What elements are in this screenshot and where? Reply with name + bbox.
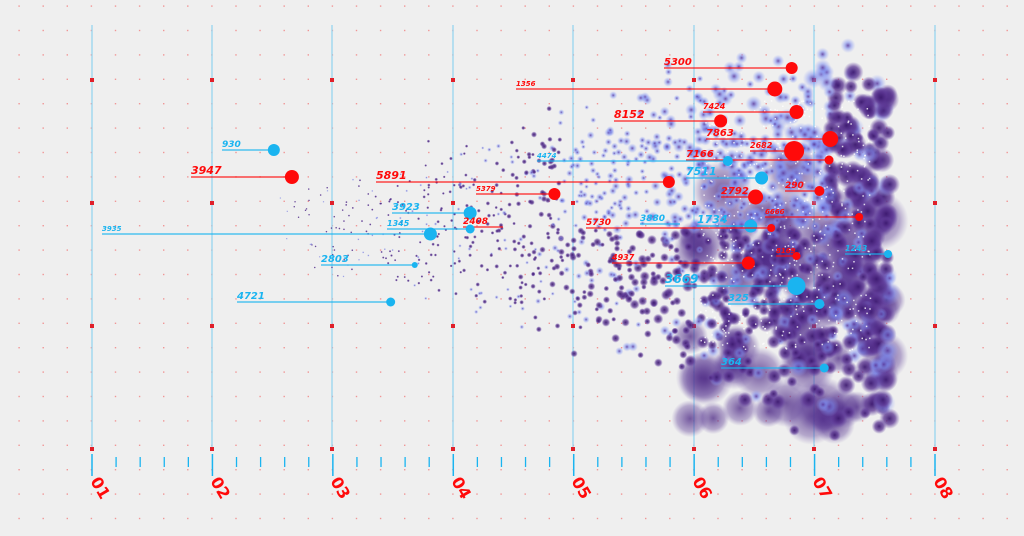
red-marker-8152: 8152 [614,108,728,128]
x-tick-label-03: 03 [327,474,355,503]
point-label: 4721 [236,291,265,302]
point-label: 8152 [614,108,645,121]
annotated-points: 5300 1356 7424 8152 7863 930 2682 7166 4474 3947 7… [102,57,893,373]
point-label: 7511 [686,165,717,178]
point-label: 3947 [191,164,222,177]
point-label: 2408 [463,217,488,227]
point-label: 3880 [640,214,665,224]
x-tick-label-02: 02 [207,474,235,503]
red-marker-7424: 7424 [703,102,804,119]
blue-marker-1243: 1243 [845,244,893,258]
red-marker-3947: 3947 [191,164,299,184]
point-label: 1243 [845,244,868,253]
point-label: 7424 [703,102,726,111]
blue-marker-930: 930 [222,140,280,156]
blue-marker-3880: 3880 [640,214,680,225]
blue-marker-1734: 1734 [697,213,758,233]
blue-marker-364: 364 [721,357,829,373]
red-marker-5730: 5730 [586,218,776,232]
point-label: 7863 [706,128,734,139]
point-label: 325 [728,293,749,304]
red-marker-8169: 8169 [776,247,801,260]
red-marker-5300: 5300 [664,57,798,74]
red-marker-5891: 5891 [376,169,675,188]
point-label: 1345 [387,219,410,228]
point-label: 4474 [537,152,557,160]
x-tick-label-07: 07 [809,474,837,503]
x-tick-label-04: 04 [448,474,476,503]
blue-marker-4721: 4721 [236,291,396,307]
x-axis: 01 02 03 04 05 06 07 08 [87,454,958,503]
red-marker-6666: 6666 [765,208,864,221]
red-marker-2792: 2792 [721,186,764,205]
point-label: 3923 [392,202,420,213]
point-label: 364 [721,357,742,368]
x-tick-label-08: 08 [930,474,958,503]
particle-cloud [279,38,909,445]
red-marker-2682: 2682 [750,141,805,161]
blue-marker-7511: 7511 [686,165,769,185]
blue-marker-3923: 3923 [392,202,477,220]
sparkle-dots [700,100,872,352]
blue-marker-2803: 2803 [321,254,418,268]
red-marker-7863: 7863 [706,128,839,147]
point-label: 1734 [697,213,728,226]
blue-marker-4474: 4474 [537,152,733,166]
point-label: 290 [785,181,804,191]
point-label: 930 [222,140,241,150]
blue-marker-3935: 3935 [102,225,437,241]
point-label: 5891 [376,169,407,182]
point-label: 5300 [664,57,692,68]
red-marker-4937: 4937 [611,253,755,270]
x-tick-label-01: 01 [87,474,115,503]
point-label: 7166 [686,149,714,160]
red-marker-1356: 1356 [516,80,783,97]
point-label: 2792 [721,186,749,197]
blue-marker-325: 325 [728,293,825,309]
point-label: 8169 [776,247,796,255]
point-label: 4937 [611,253,635,262]
point-label: 5730 [586,218,611,228]
point-label: 6666 [765,208,785,216]
point-label: 1356 [516,80,536,88]
point-label: 2682 [750,141,773,150]
blue-marker-3669: 3669 [665,272,806,295]
red-marker-290: 290 [785,181,825,196]
x-tick-label-05: 05 [568,474,596,503]
point-label: 3935 [102,225,122,233]
point-label: 2803 [321,254,349,265]
x-tick-label-06: 06 [689,474,717,503]
point-label: 5379 [476,185,496,193]
red-marker-5379: 5379 [476,185,561,200]
point-label: 3669 [665,272,698,286]
red-marker-7166: 7166 [686,149,834,165]
